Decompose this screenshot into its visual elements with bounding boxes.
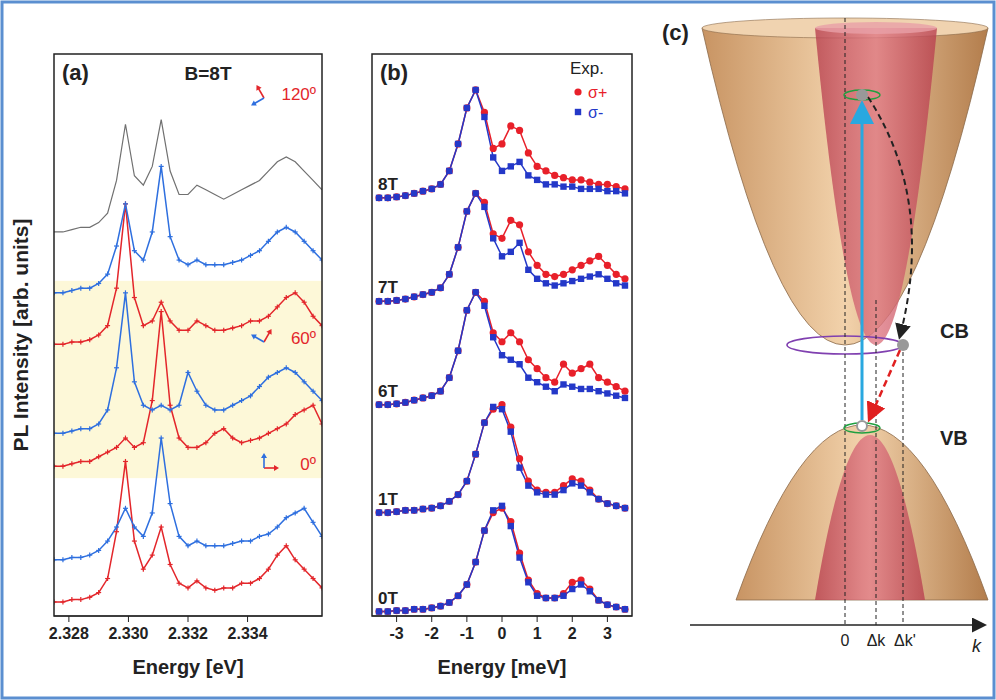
- svg-text:-2: -2: [425, 625, 439, 642]
- svg-text:1: 1: [533, 625, 542, 642]
- svg-text:0T: 0T: [378, 589, 398, 608]
- svg-text:Exp.: Exp.: [570, 59, 604, 78]
- svg-text:7T: 7T: [378, 278, 398, 297]
- svg-text:0: 0: [498, 625, 507, 642]
- svg-text:2: 2: [568, 625, 577, 642]
- svg-text:-1: -1: [460, 625, 474, 642]
- svg-text:1T: 1T: [378, 490, 398, 509]
- svg-text:Energy [meV]: Energy [meV]: [438, 656, 567, 678]
- svg-text:σ+: σ+: [588, 84, 607, 101]
- svg-text:6T: 6T: [378, 382, 398, 401]
- svg-text:CB: CB: [940, 320, 969, 342]
- svg-text:k: k: [972, 636, 982, 656]
- svg-text:2.332: 2.332: [168, 625, 208, 642]
- svg-text:2.334: 2.334: [228, 625, 268, 642]
- svg-text:120º: 120º: [281, 85, 316, 104]
- svg-text:Δk': Δk': [894, 632, 916, 649]
- svg-text:(c): (c): [662, 20, 689, 45]
- svg-text:3: 3: [603, 625, 612, 642]
- svg-text:PL Intensity [arb. units]: PL Intensity [arb. units]: [9, 219, 32, 452]
- svg-text:σ-: σ-: [588, 104, 603, 121]
- svg-text:(a): (a): [62, 60, 89, 85]
- svg-text:2.328: 2.328: [49, 625, 89, 642]
- svg-text:(b): (b): [380, 60, 408, 85]
- svg-text:0º: 0º: [300, 455, 316, 474]
- svg-text:8T: 8T: [378, 175, 398, 194]
- svg-text:0: 0: [841, 632, 850, 649]
- svg-text:B=8T: B=8T: [185, 63, 232, 84]
- svg-text:2.330: 2.330: [108, 625, 148, 642]
- svg-text:VB: VB: [940, 427, 968, 449]
- svg-text:Δk: Δk: [867, 632, 887, 649]
- svg-text:Energy [eV]: Energy [eV]: [132, 656, 243, 678]
- svg-text:-3: -3: [389, 625, 403, 642]
- svg-text:60º: 60º: [291, 329, 316, 348]
